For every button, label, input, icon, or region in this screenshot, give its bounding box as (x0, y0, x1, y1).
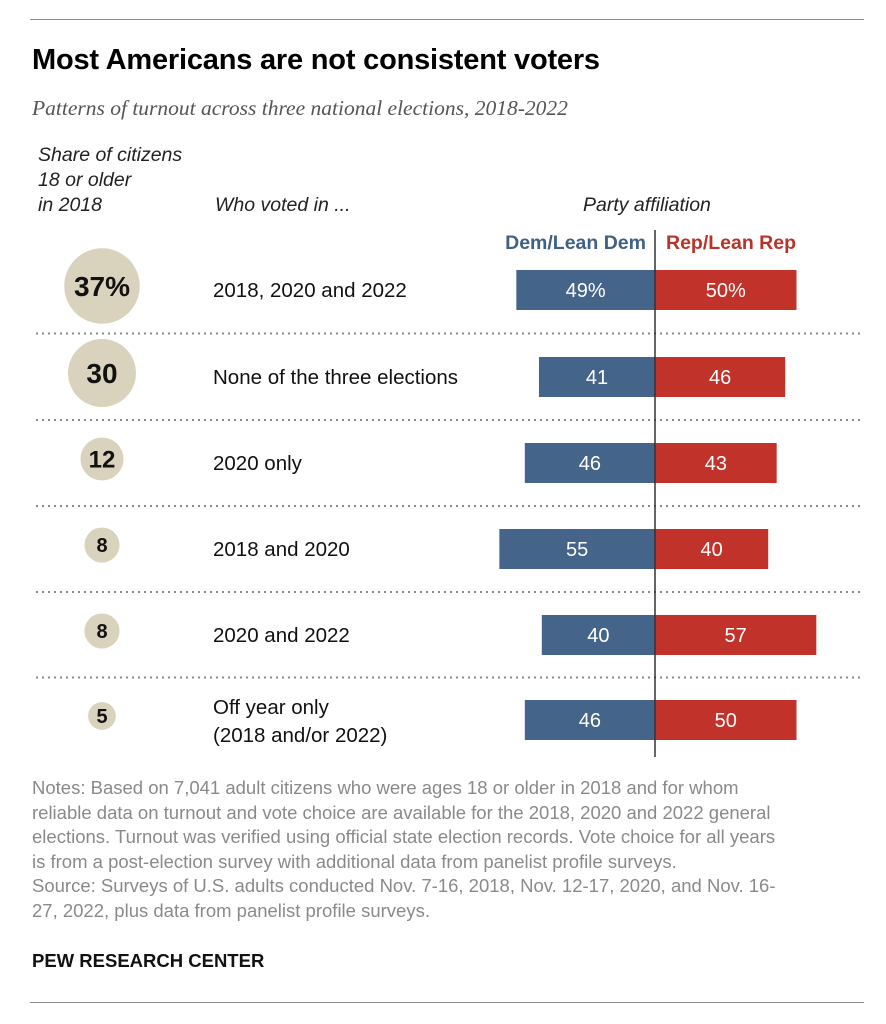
rep-value-label: 50 (715, 710, 737, 732)
share-column-header: Share of citizens 18 or older in 2018 (38, 143, 182, 218)
legend-rep: Rep/Lean Rep (666, 232, 797, 254)
rep-value-label: 46 (709, 367, 731, 389)
share-bubble (84, 613, 120, 649)
category-label: 2018, 2020 and 2022 (213, 279, 407, 302)
dem-bar (524, 700, 655, 740)
dem-bar (541, 615, 655, 655)
share-bubble (67, 338, 137, 408)
category-label: 2020 only (213, 452, 303, 475)
category-label: None of the three elections (213, 366, 458, 389)
dem-value-label: 41 (586, 367, 608, 389)
share-label: 8 (96, 535, 107, 557)
notes-line: 27, 2022, plus data from panelist profil… (32, 899, 430, 921)
share-bubble (64, 248, 140, 324)
share-label: 12 (89, 447, 116, 474)
dem-bar (524, 443, 655, 483)
share-bubble (84, 527, 120, 563)
turnout-chart: 37% 2018, 2020 and 2022 49% 50% 30 None of th… (36, 230, 860, 757)
share-header-line: 18 or older (38, 169, 132, 191)
rep-value-label: 40 (700, 539, 722, 561)
notes-line: Notes: Based on 7,041 adult citizens who… (32, 777, 739, 798)
dem-value-label: 46 (579, 453, 601, 475)
share-label: 37% (74, 271, 130, 302)
rep-value-label: 50% (706, 280, 746, 302)
legend-dem: Dem/Lean Dem (505, 232, 646, 254)
chart-title: Most Americans are not consistent voters (32, 44, 600, 76)
share-bubble (88, 702, 116, 730)
notes-line: Source: Surveys of U.S. adults conducted… (32, 875, 776, 896)
dem-value-label: 55 (566, 539, 588, 561)
rep-value-label: 43 (705, 453, 727, 475)
notes-line: is from a post-election survey with addi… (32, 850, 677, 872)
notes: Notes: Based on 7,041 adult citizens who… (32, 776, 862, 923)
pew-research-center-logo: PEW RESEARCH CENTER (32, 950, 265, 971)
rep-bar (655, 615, 817, 655)
rep-bar (655, 443, 777, 483)
party-affiliation-header: Party affiliation (583, 194, 711, 216)
category-label: (2018 and/or 2022) (213, 724, 387, 747)
dem-bar (538, 357, 655, 397)
category-label: 2018 and 2020 (213, 538, 350, 561)
dem-bar (499, 529, 655, 569)
share-header-line: Share of citizens (38, 144, 183, 166)
rep-bar (655, 529, 769, 569)
dem-value-label: 46 (579, 710, 601, 732)
chart-subtitle: Patterns of turnout across three nationa… (32, 96, 568, 120)
share-header-line: in 2018 (38, 194, 102, 216)
top-rule (30, 19, 864, 20)
notes-line: reliable data on turnout and vote choice… (32, 801, 771, 823)
share-label: 30 (86, 358, 117, 389)
dem-bar (516, 270, 655, 310)
rep-bar (655, 270, 797, 310)
dem-value-label: 40 (587, 625, 609, 647)
rep-bar (655, 357, 786, 397)
bottom-rule (30, 1002, 864, 1003)
category-label: 2020 and 2022 (213, 624, 350, 647)
notes-line: elections. Turnout was verified using of… (32, 826, 776, 847)
rep-value-label: 57 (725, 625, 747, 647)
rep-bar (655, 700, 797, 740)
share-label: 8 (96, 621, 107, 643)
category-label: Off year only (213, 696, 330, 719)
dem-value-label: 49% (566, 280, 606, 302)
voted-in-header: Who voted in ... (215, 194, 351, 216)
share-label: 5 (96, 706, 107, 728)
share-bubble (80, 437, 124, 481)
